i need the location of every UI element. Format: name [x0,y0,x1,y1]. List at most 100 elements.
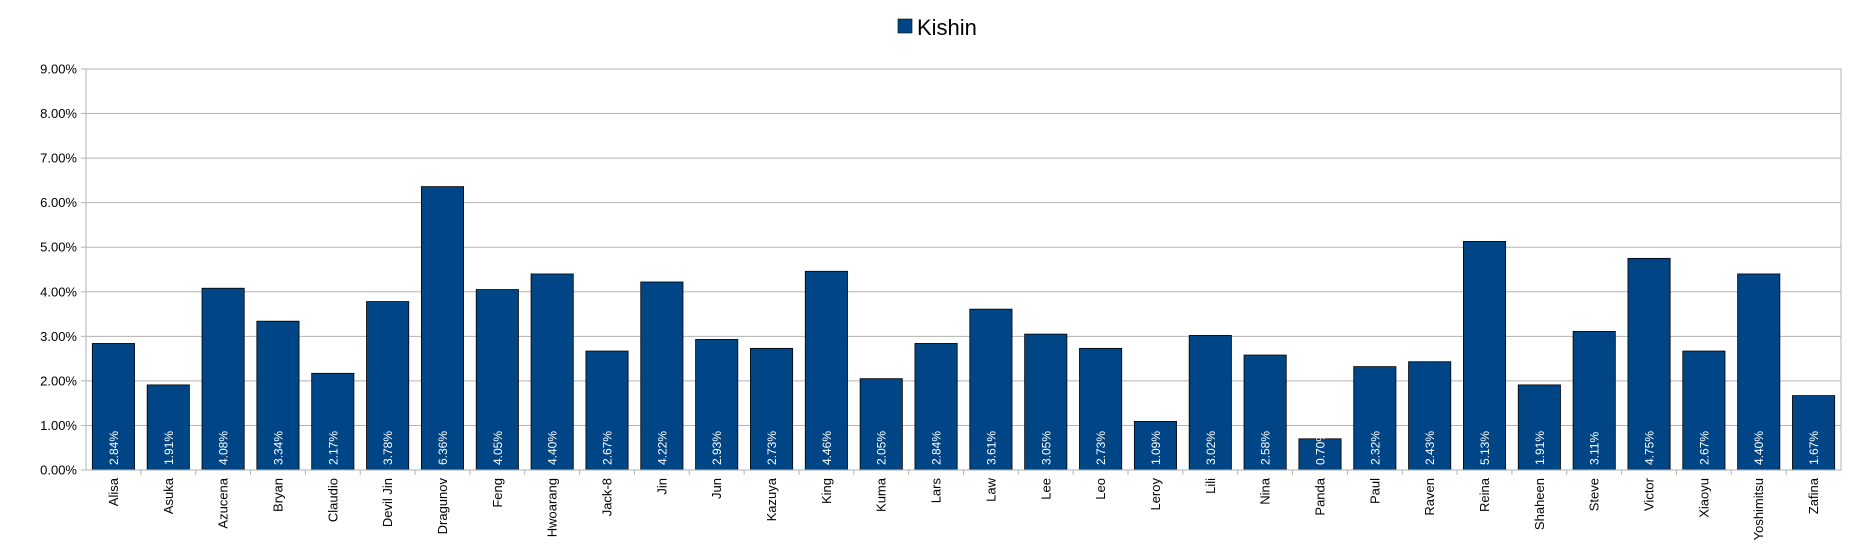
legend: Kishin [897,15,977,40]
data-label: 6.36% [436,431,450,465]
bar [1572,331,1616,471]
data-label: 2.67% [1697,431,1711,465]
bar [420,186,464,471]
category-label: Jack-8 [600,478,615,516]
bar [146,384,190,471]
bar [914,343,958,471]
data-label: 3.34% [271,431,285,465]
category-label: Bryan [270,478,285,512]
y-tick-label: 1.00% [40,418,77,433]
bar [1024,333,1068,471]
data-label: 4.46% [820,431,834,465]
data-label: 4.40% [1752,431,1766,465]
data-label: 2.84% [930,431,944,465]
bars [91,186,1836,471]
category-label: Jun [709,478,724,499]
bar [530,273,574,471]
data-label: 3.02% [1204,431,1218,465]
data-label: 2.93% [710,431,724,465]
y-tick-label: 9.00% [40,62,77,77]
y-axis-tick-labels: 0.00% 1.00% 2.00% 3.00% 4.00% 5.00% 6.00% 7.00%… [40,62,77,478]
category-label: Nina [1258,477,1273,505]
y-tick-label: 8.00% [40,106,77,121]
bar [1408,361,1452,471]
bar [1353,366,1397,471]
category-label: Shaheen [1532,478,1547,530]
data-label: 1.09% [1149,431,1163,465]
category-label: Raven [1422,478,1437,516]
bar [201,287,245,471]
category-label: Devil Jin [380,478,395,527]
category-label: Reina [1477,477,1492,512]
y-tick-label: 4.00% [40,284,77,299]
data-label: 1.67% [1807,431,1821,465]
category-label: King [819,478,834,504]
category-label: Feng [490,478,505,508]
category-label: Yoshimitsu [1751,478,1766,540]
category-label: Victor [1642,477,1657,511]
bar [640,281,684,471]
data-label: 3.11% [1588,432,1602,465]
bar [585,350,629,471]
data-label: 2.73% [1094,431,1108,465]
x-axis-category-labels: Alisa Asuka Azucena Bryan Claudio Devil Jin Dr… [106,477,1821,540]
y-tick-label: 5.00% [40,240,77,255]
data-label: 1.91% [162,431,176,465]
category-label: Paul [1367,478,1382,504]
category-label: Leo [1093,478,1108,500]
y-tick-label: 3.00% [40,329,77,344]
y-tick-label: 0.00% [40,463,77,478]
data-label: 4.75% [1643,431,1657,465]
bar [859,378,903,471]
legend-swatch [897,18,913,34]
data-label: 4.08% [217,431,231,465]
bar [1792,395,1836,471]
category-label: Steve [1587,478,1602,511]
category-label: Lars [929,478,944,504]
y-tick-label: 2.00% [40,373,77,388]
data-label: 3.61% [984,431,998,465]
y-tick-label: 7.00% [40,151,77,166]
category-label: Lili [1203,478,1218,494]
category-label: Leroy [1148,478,1163,511]
data-label: 0.70% [1313,431,1327,465]
bar [1188,335,1232,471]
data-label: 2.67% [601,431,615,465]
data-label: 2.43% [1423,431,1437,465]
data-label: 2.17% [326,431,340,465]
category-label: Kazuya [764,477,779,521]
bar [695,339,739,471]
bar [1682,350,1726,471]
category-label: Panda [1312,477,1327,515]
category-label: Lee [1038,478,1053,500]
category-label: Hwoarang [545,478,560,537]
bar [1079,347,1123,471]
bar [804,270,848,471]
bar [1517,384,1561,471]
data-label: 1.91% [1533,431,1547,465]
bar [1737,273,1781,471]
bar [475,289,519,471]
category-label: Kuma [874,477,889,512]
data-label: 2.84% [107,431,121,465]
category-label: Dragunov [435,478,450,535]
plot-area-frame [85,68,1842,471]
data-label: 2.05% [875,431,889,465]
category-label: Azucena [216,477,231,528]
bar [1627,257,1671,471]
category-label: Alisa [106,477,121,506]
category-label: Xiaoyu [1696,478,1711,518]
category-label: Zafina [1806,477,1821,514]
category-label: Law [983,477,998,501]
data-labels: 2.84% 1.91% 4.08% 3.34% 2.17% 3.78% 6.36% 4.05%… [107,431,1821,465]
data-label: 5.13% [1478,431,1492,465]
data-label: 4.05% [491,431,505,465]
data-label: 4.22% [655,431,669,465]
bar [91,343,135,471]
data-label: 2.32% [1368,431,1382,465]
category-label: Asuka [161,477,176,514]
bar [969,308,1013,471]
data-label: 2.73% [765,431,779,465]
category-label: Jin [654,478,669,495]
